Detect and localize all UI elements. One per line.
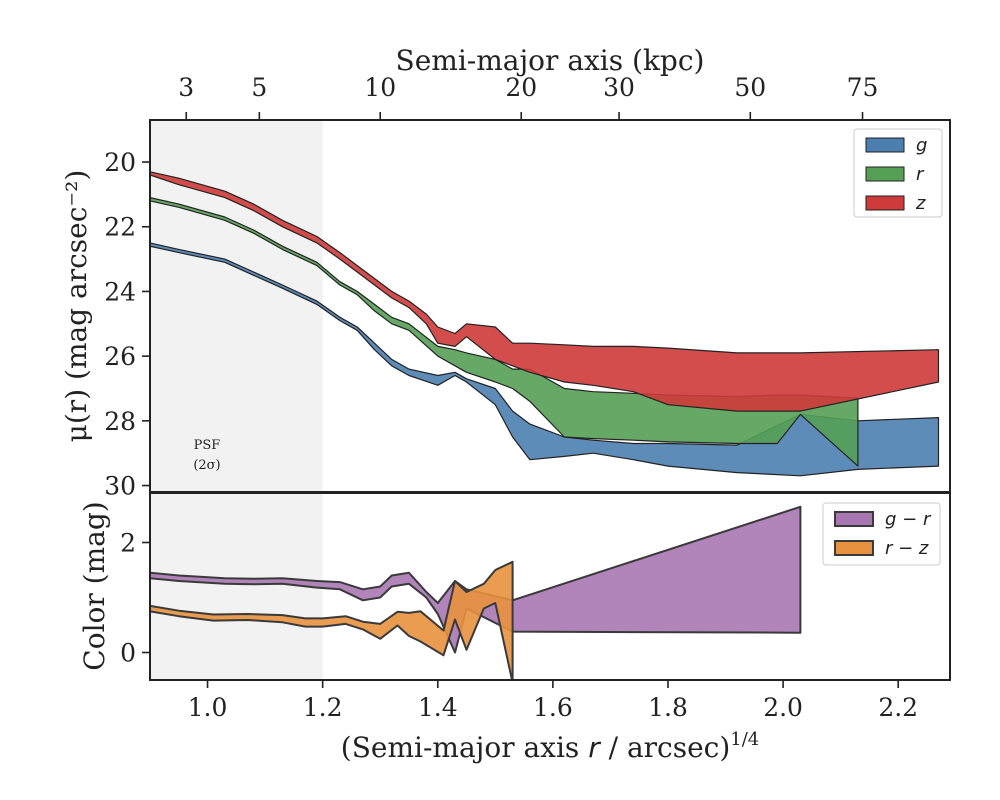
x-tick-label: 1.0 [188, 693, 228, 722]
legend-entry-label: g − r [885, 509, 932, 530]
top-axis-tick-label: 50 [734, 73, 766, 102]
y-axis-label-top: μ(r) (mag arcsec⁻²) [60, 170, 93, 443]
color-panel: 02 1.0 1.2 1.4 1.6 1.8 2.0 2.2 (Semi-major axi… [78, 492, 951, 764]
legend-top: grz [853, 128, 943, 218]
y-tick-label-top: 28 [104, 407, 136, 436]
y-tick-label-top: 26 [104, 342, 136, 371]
legend-entry-label: g [916, 135, 927, 156]
band-r-minus-z [150, 560, 514, 680]
x-axis-label: (Semi-major axis r / arcsec)1/4 [341, 729, 759, 764]
y-tick-label-bottom: 2 [120, 529, 136, 558]
x-tick-label: 1.6 [533, 693, 573, 722]
psf-label-line1: PSF [194, 438, 221, 453]
color-bands [150, 505, 802, 680]
legend-entry-label: r [916, 164, 925, 185]
y-axis-ticks-top: 20 22 24 26 28 30 [104, 148, 150, 501]
band-g [150, 242, 940, 477]
band-z [150, 171, 940, 412]
top-axis-tick-label: 75 [847, 73, 879, 102]
y-tick-label-bottom: 0 [120, 639, 136, 668]
y-axis-ticks-bottom: 02 [120, 529, 150, 668]
x-tick-label: 1.8 [648, 693, 688, 722]
legend-swatch [865, 137, 905, 153]
x-tick-label: 2.2 [878, 693, 918, 722]
y-tick-label-top: 20 [104, 148, 136, 177]
y-tick-label-top: 22 [104, 213, 136, 242]
y-tick-label-top: 24 [104, 277, 136, 306]
bottom-panel-frame [149, 492, 951, 681]
y-tick-label-top: 30 [104, 472, 136, 501]
legend-swatch [834, 540, 874, 556]
x-tick-label: 2.0 [763, 693, 803, 722]
top-axis-label: Semi-major axis (kpc) [396, 44, 705, 77]
x-axis-ticks: 1.0 1.2 1.4 1.6 1.8 2.0 2.2 [188, 680, 918, 722]
surface-brightness-panel: 20 22 24 26 28 30 3 5 10 20 30 50 75 Semi-major axi… [60, 44, 951, 501]
band-g-minus-r [150, 505, 802, 654]
legend-swatch [865, 195, 905, 211]
psf-shaded-region-bottom [150, 493, 323, 680]
surface-brightness-bands [150, 171, 940, 477]
psf-shaded-region [150, 120, 323, 492]
legend-entry-label: z [915, 193, 926, 214]
top-axis-tick-label: 3 [178, 73, 194, 102]
top-axis-tick-label: 5 [251, 73, 267, 102]
top-axis-tick-label: 10 [364, 73, 396, 102]
y-axis-label-bottom: Color (mag) [78, 501, 111, 670]
psf-label-line2: (2σ) [193, 458, 220, 473]
x-tick-label: 1.2 [303, 693, 343, 722]
top-axis-tick-label: 30 [603, 73, 635, 102]
top-axis-tick-label: 20 [505, 73, 537, 102]
legend-swatch [865, 166, 905, 182]
legend-swatch [834, 511, 874, 527]
x-label-part: (Semi-major axis [341, 731, 588, 764]
legend-bottom: g − r r − z [822, 502, 941, 566]
x-tick-label: 1.4 [418, 693, 458, 722]
legend-entry-label: r − z [885, 538, 929, 559]
top-axis-ticks: 3 5 10 20 30 50 75 [178, 73, 878, 120]
